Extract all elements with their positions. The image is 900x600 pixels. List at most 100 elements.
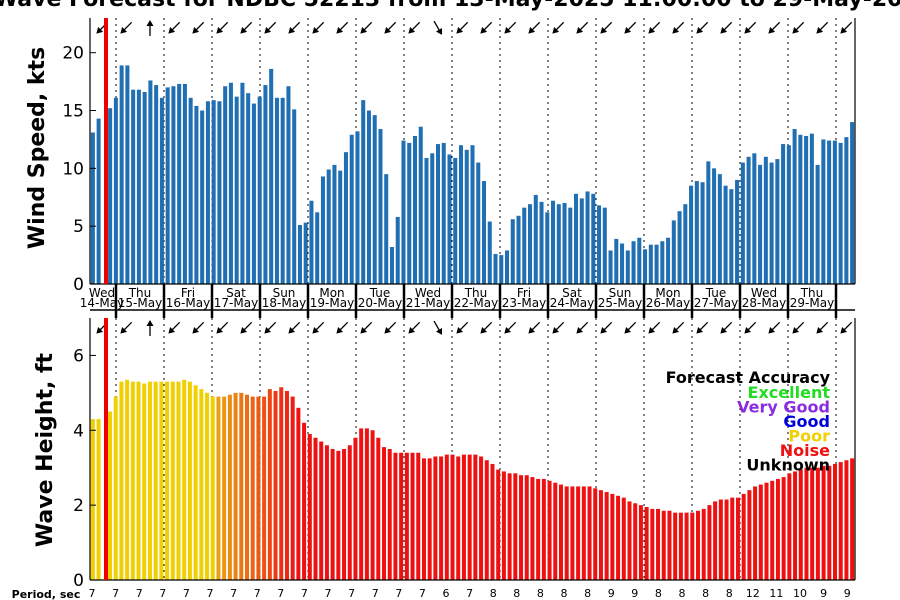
wind-bar [597,205,602,284]
day-label-date: 25-May [598,296,642,310]
wind-bar [263,85,268,284]
wind-bar [458,145,464,284]
wind-direction-arrow [648,21,661,34]
day-label-date: 24-May [550,296,594,310]
period-value: 8 [679,587,686,600]
wind-direction-arrow [408,21,421,34]
wave-bar [775,478,780,580]
wind-direction-arrow [480,21,493,34]
period-value: 8 [561,587,568,600]
period-value: 8 [655,587,662,600]
wind-bar [562,203,567,284]
wave-bar [827,465,832,580]
wave-bar [125,379,130,580]
wave-bar [661,510,666,580]
wave-bar [616,495,621,580]
wave-bar [638,505,643,580]
wave-bar [256,396,261,580]
wind-bar [165,87,170,284]
wave-bar [678,512,683,580]
wind-bar [412,135,417,284]
wave-bar [296,407,301,580]
wave-bar [576,486,581,580]
wind-bar [188,97,193,284]
wind-direction-arrow [600,321,613,334]
wave-bar [302,422,307,580]
chart-title: & Wave Forecast for NDBC 52213 from 13-M… [0,0,900,12]
wave-bar [804,467,809,580]
wave-bar [507,473,512,580]
wind-direction-arrow [312,321,325,334]
wave-y-tick-label: 6 [73,346,84,366]
wave-bar [245,394,249,580]
period-value: 7 [183,587,190,600]
wave-bar [279,387,284,580]
wave-bar [536,478,541,580]
wave-bar [701,508,706,580]
period-value: 6 [443,587,450,600]
period-value: 8 [702,587,709,600]
wave-bar [844,460,849,580]
wind-bar [326,169,331,284]
wind-direction-arrow [552,21,565,34]
wave-bar [290,396,295,580]
wind-bar [349,134,354,284]
wind-bar [481,181,487,284]
day-label-weekday: Sat [562,286,582,300]
wave-bar [838,462,843,580]
wind-direction-arrow [120,21,133,34]
wave-bar [467,454,472,580]
wave-bar [513,473,518,580]
wind-bar [269,68,274,284]
wind-bar [286,86,291,284]
wind-bar [775,159,780,284]
period-value: 9 [631,587,638,600]
wave-bar [273,390,278,580]
wind-bar [735,179,740,284]
period-value: 7 [277,587,284,600]
period-value: 7 [136,587,143,600]
wind-bar [257,96,262,284]
wave-bar [205,392,210,580]
wind-bar [228,82,233,285]
wind-direction-arrow [696,21,709,34]
wave-bar [501,471,506,580]
wind-bar [510,219,515,284]
wind-direction-arrow [552,321,565,334]
wind-direction-arrow [264,21,277,34]
wave-bar [461,454,466,580]
wave-bar [718,499,723,580]
wind-bar [602,207,607,284]
wind-bar [625,250,630,284]
wave-bar [376,437,381,580]
wave-bar [610,493,615,580]
period-value: 7 [419,587,426,600]
wave-bar [90,419,95,580]
wind-bar [528,204,533,284]
wind-bar [740,162,745,284]
wind-y-tick-label: 0 [73,275,84,295]
wave-y-tick-label: 2 [73,496,84,516]
wave-bar [724,499,729,580]
period-value: 7 [395,587,402,600]
wave-bar [587,486,592,580]
wave-bar [815,467,820,580]
wind-direction-arrow [840,21,853,34]
period-value: 7 [230,587,237,600]
period-value: 9 [844,587,851,600]
wave-y-axis-label: Wave Height, ft [33,352,58,547]
day-label-weekday: Thu [464,286,488,300]
day-label-date: 29-May [790,296,834,310]
wind-bar [217,101,222,285]
wave-bar [170,381,175,580]
wind-bar [108,108,113,285]
wind-bar [838,142,843,284]
wave-bar [450,454,455,580]
wind-bar [464,149,469,284]
wind-direction-arrow [168,21,181,34]
day-label-weekday: Wed [89,286,115,300]
wind-bar [545,212,550,284]
wind-bar [746,156,751,284]
wave-bar [604,492,609,580]
